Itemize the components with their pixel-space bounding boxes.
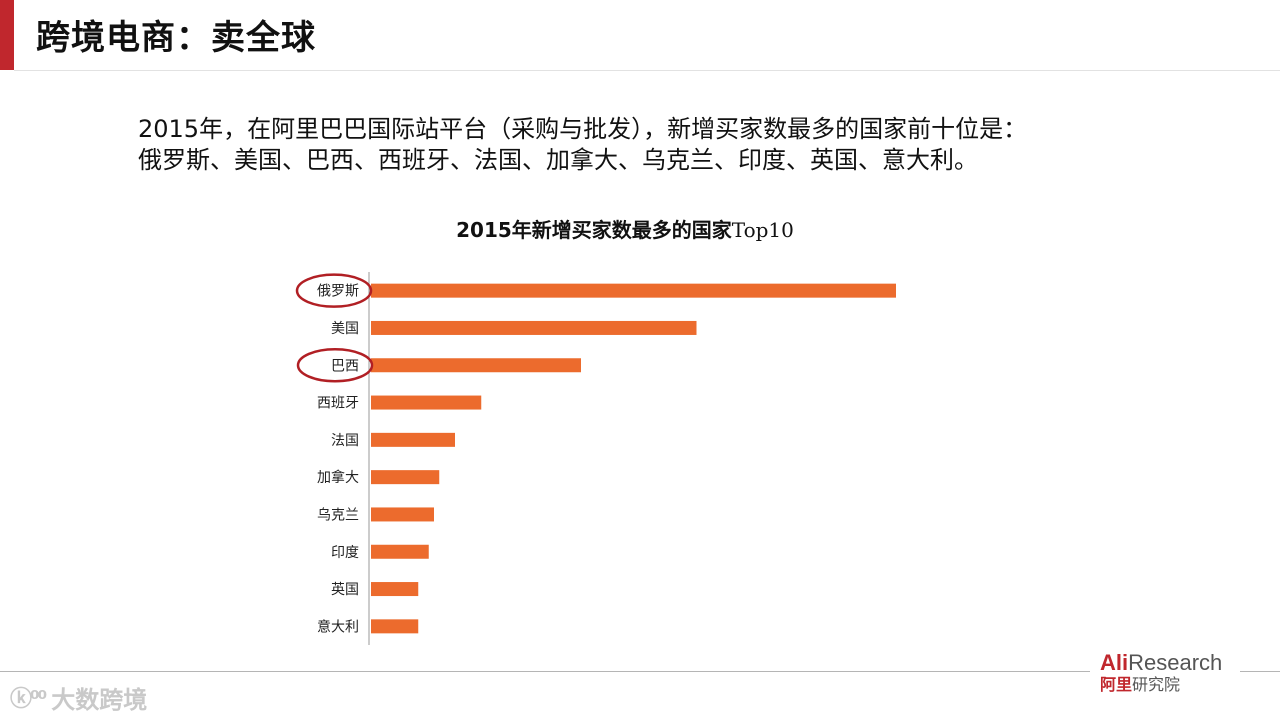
brand-ali: Ali — [1100, 650, 1129, 675]
title-accent-bar — [0, 0, 14, 70]
category-label-5: 加拿大 — [317, 469, 359, 486]
category-label-6: 乌克兰 — [317, 507, 359, 523]
category-label-3: 西班牙 — [317, 396, 359, 412]
footer-divider-right — [1240, 671, 1280, 672]
watermark-icon: ⓚ⁰⁰ — [10, 687, 47, 712]
description-text: 2015年，在阿里巴巴国际站平台（采购与批发），新增买家数最多的国家前十位是： … — [138, 114, 1198, 176]
category-label-2: 巴西 — [331, 358, 359, 374]
bar-7 — [371, 544, 429, 559]
aliresearch-brand: AliResearch 阿里研究院 — [1100, 650, 1222, 694]
category-label-1: 美国 — [331, 321, 359, 337]
bar-1 — [371, 320, 697, 335]
category-label-8: 英国 — [331, 581, 359, 598]
highlight-circle-2 — [296, 348, 374, 383]
bar-0 — [371, 283, 896, 298]
bar-8 — [371, 582, 419, 597]
bar-9 — [371, 619, 419, 634]
category-label-7: 印度 — [331, 545, 359, 561]
chart-title: 2015年新增买家数最多的国家Top10 — [0, 214, 1250, 243]
bar-6 — [371, 507, 434, 522]
watermark-text: 大数跨境 — [51, 685, 148, 714]
description-line-2: 俄罗斯、美国、巴西、西班牙、法国、加拿大、乌克兰、印度、英国、意大利。 — [138, 146, 978, 174]
bar-3 — [371, 395, 482, 410]
category-label-9: 意大利 — [317, 618, 359, 635]
category-label-0: 俄罗斯 — [317, 284, 359, 300]
brand-cn-research: 研究院 — [1132, 675, 1181, 694]
title-divider — [14, 70, 1280, 71]
category-label-4: 法国 — [331, 433, 359, 449]
chart-title-suffix: Top10 — [731, 218, 794, 242]
chart-title-main: 2015年新增买家数最多的国家 — [456, 218, 732, 242]
brand-cn-ali: 阿里 — [1100, 675, 1133, 694]
highlight-circle-0 — [295, 273, 373, 308]
description-line-1: 2015年，在阿里巴巴国际站平台（采购与批发），新增买家数最多的国家前十位是： — [138, 115, 1028, 143]
brand-research: Research — [1128, 650, 1223, 675]
page-title: 跨境电商：卖全球 — [36, 18, 316, 58]
watermark-logo: ⓚ⁰⁰ 大数跨境 — [10, 680, 147, 714]
bar-4 — [371, 432, 455, 447]
footer-divider-left — [0, 671, 1090, 672]
bar-2 — [371, 358, 581, 373]
bar-5 — [371, 470, 440, 485]
